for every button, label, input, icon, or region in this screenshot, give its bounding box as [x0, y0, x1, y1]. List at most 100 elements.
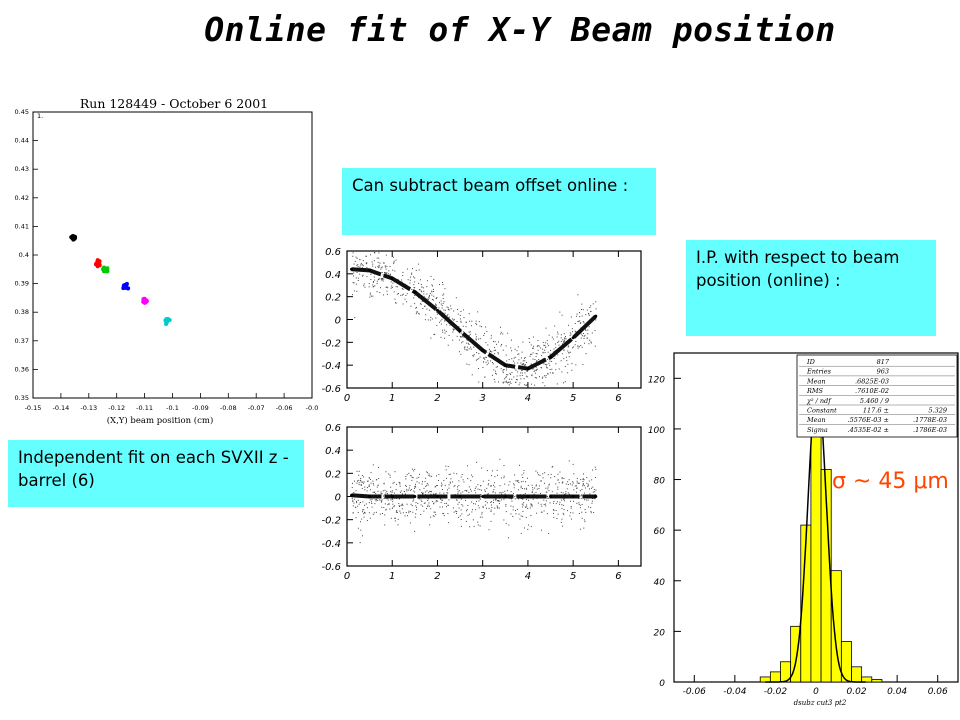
corr-phi-noise-dot [375, 500, 377, 502]
xy-y-tick-label: 0.38 [15, 308, 29, 316]
corr-phi-noise-dot [515, 510, 517, 512]
raw-phi-noise-dot [385, 273, 387, 275]
raw-phi-noise-dot [531, 353, 533, 355]
corr-phi-noise-dot [490, 511, 492, 513]
raw-phi-noise-dot [442, 294, 444, 296]
corr-phi-noise-dot [399, 483, 401, 485]
corr-phi-noise-dot [561, 482, 563, 484]
raw-phi-noise-dot [594, 345, 596, 347]
raw-phi-noise-dot [414, 294, 416, 296]
raw-phi-noise-dot [478, 381, 480, 383]
raw-phi-noise-dot [433, 333, 435, 335]
corr-phi-noise-dot [578, 503, 580, 505]
corr-phi-noise-dot [446, 489, 448, 491]
corr-phi-noise-dot [541, 511, 543, 513]
raw-phi-noise-dot [479, 356, 481, 358]
raw-phi-noise-dot [538, 359, 540, 361]
corr-phi-noise-dot [561, 478, 563, 480]
corr-phi-noise-dot [531, 484, 533, 486]
raw-phi-noise-dot [566, 360, 568, 362]
raw-phi-noise-dot [372, 265, 374, 267]
ip-y-tick-label: 100 [648, 426, 665, 436]
corr-phi-noise-dot [410, 503, 412, 505]
raw-phi-noise-dot [356, 264, 358, 266]
corr-phi-noise-dot [522, 515, 524, 517]
raw-phi-noise-dot [545, 376, 547, 378]
corr-phi-x-tick-label: 1 [389, 571, 395, 582]
raw-phi-noise-dot [500, 345, 502, 347]
raw-phi-noise-dot [450, 308, 452, 310]
corr-phi-noise-dot [380, 493, 382, 495]
raw-phi-noise-dot [558, 344, 560, 346]
raw-phi-noise-dot [497, 353, 499, 355]
raw-phi-data-point [458, 329, 462, 333]
corr-phi-noise-dot [414, 516, 416, 518]
corr-phi-noise-dot [457, 503, 459, 505]
raw-phi-noise-dot [518, 359, 520, 361]
corr-phi-noise-dot [540, 480, 542, 482]
raw-phi-noise-dot [563, 339, 565, 341]
corr-phi-noise-dot [520, 515, 522, 517]
raw-phi-noise-dot [500, 368, 502, 370]
raw-phi-noise-dot [470, 348, 472, 350]
corr-phi-noise-dot [431, 500, 433, 502]
raw-phi-noise-dot [509, 378, 511, 380]
corr-phi-noise-dot [559, 471, 561, 473]
corr-phi-noise-dot [471, 474, 473, 476]
corr-phi-noise-dot [492, 484, 494, 486]
corr-phi-noise-dot [415, 505, 417, 507]
raw-phi-noise-dot [568, 352, 570, 354]
corr-phi-noise-dot [393, 505, 395, 507]
corr-phi-noise-dot [464, 490, 466, 492]
raw-phi-noise-dot [414, 287, 416, 289]
raw-phi-noise-dot [479, 338, 481, 340]
corr-phi-noise-dot [381, 499, 383, 501]
raw-phi-noise-dot [533, 368, 535, 370]
corr-phi-noise-dot [551, 466, 553, 468]
corr-phi-noise-dot [497, 506, 499, 508]
raw-phi-noise-dot [572, 346, 574, 348]
corr-phi-noise-dot [442, 512, 444, 514]
raw-phi-noise-dot [353, 275, 355, 277]
corr-phi-noise-dot [556, 492, 558, 494]
raw-phi-noise-dot [535, 370, 537, 372]
raw-phi-noise-dot [468, 331, 470, 333]
corr-phi-noise-dot [366, 520, 368, 522]
xy-x-tick-label: -0.1 [166, 404, 179, 412]
raw-phi-noise-dot [565, 356, 567, 358]
corr-phi-noise-dot [576, 502, 578, 504]
raw-phi-noise-dot [467, 349, 469, 351]
raw-phi-noise-dot [428, 295, 430, 297]
raw-phi-noise-dot [402, 288, 404, 290]
raw-phi-noise-dot [465, 326, 467, 328]
corr-phi-noise-dot [545, 505, 547, 507]
corr-phi-noise-dot [430, 508, 432, 510]
raw-phi-noise-dot [582, 333, 584, 335]
raw-phi-noise-dot [466, 339, 468, 341]
corr-phi-noise-dot [594, 491, 596, 493]
corr-phi-y-tick-label: 0.2 [325, 469, 341, 480]
raw-phi-noise-dot [587, 329, 589, 331]
raw-phi-noise-dot [549, 372, 551, 374]
raw-phi-noise-dot [356, 290, 358, 292]
corr-phi-noise-dot [457, 491, 459, 493]
ip-x-tick-label: 0.04 [887, 687, 907, 697]
corr-phi-noise-dot [563, 478, 565, 480]
corr-phi-noise-dot [457, 493, 459, 495]
corr-phi-noise-dot [559, 501, 561, 503]
corr-phi-noise-dot [551, 491, 553, 493]
corr-phi-noise-dot [495, 498, 497, 500]
raw-phi-noise-dot [468, 313, 470, 315]
raw-phi-data-point [526, 367, 530, 371]
xy-y-tick-label: 0.35 [15, 394, 29, 402]
raw-phi-noise-dot [529, 341, 531, 343]
corr-phi-noise-dot [503, 498, 505, 500]
corr-phi-noise-dot [493, 499, 495, 501]
raw-phi-noise-dot [352, 282, 354, 284]
corr-phi-noise-dot [583, 519, 585, 521]
raw-phi-noise-dot [370, 278, 372, 280]
corr-phi-noise-dot [555, 483, 557, 485]
corr-phi-noise-dot [528, 499, 530, 501]
raw-phi-noise-dot [517, 353, 519, 355]
corr-phi-noise-dot [580, 497, 582, 499]
